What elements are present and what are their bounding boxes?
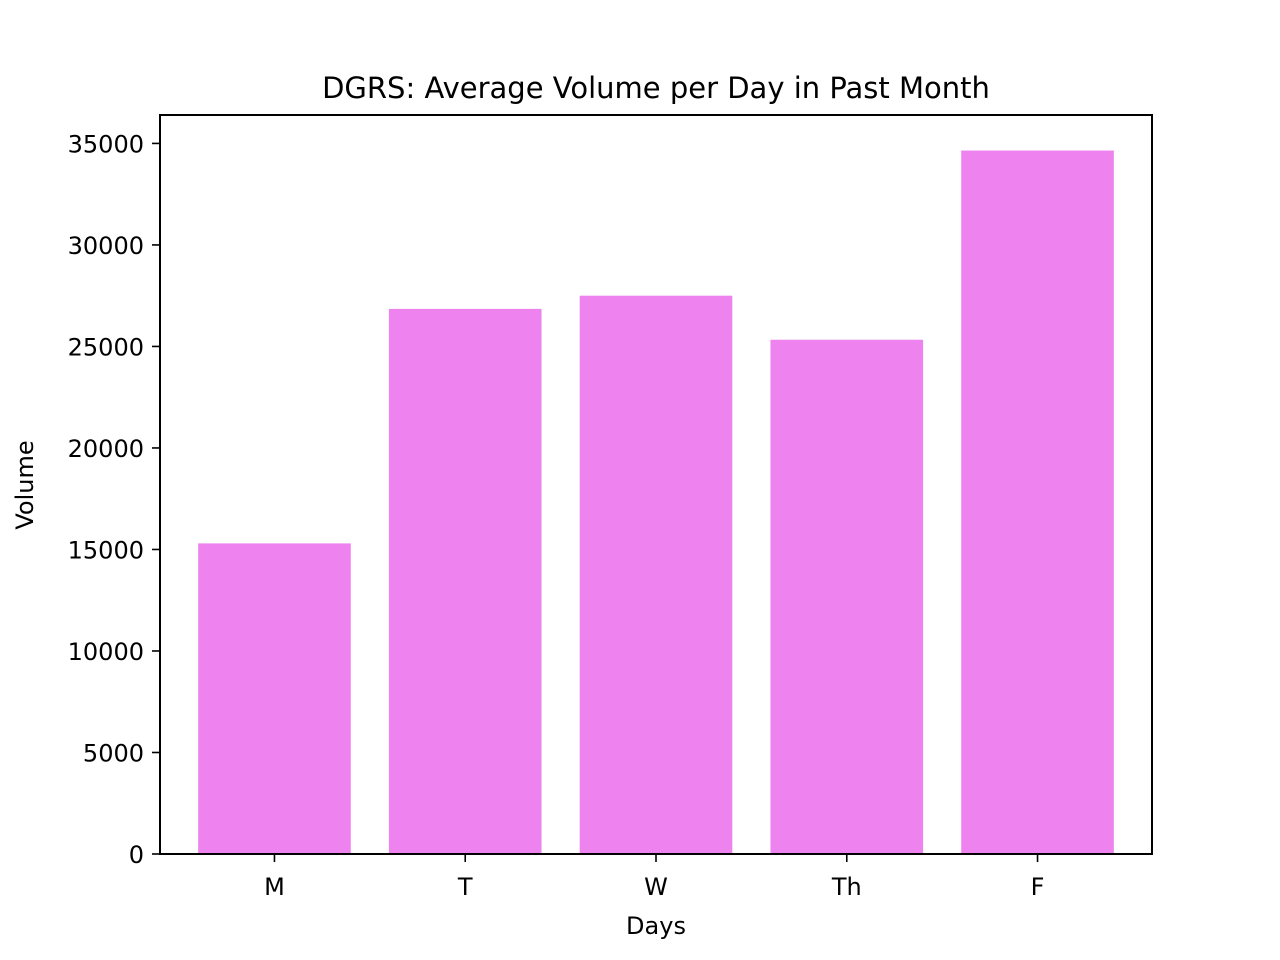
y-tick-label: 25000 (68, 333, 144, 361)
y-tick-label: 35000 (68, 130, 144, 158)
x-axis-ticks: M T W Th F (264, 854, 1044, 901)
bar-t (388, 308, 542, 854)
y-tick-label: 20000 (68, 435, 144, 463)
x-tick-label: W (644, 873, 668, 901)
y-tick-label: 5000 (83, 739, 144, 767)
y-axis-label: Volume (11, 440, 39, 529)
x-tick-label: Th (831, 873, 862, 901)
y-tick-label: 30000 (68, 232, 144, 260)
x-tick-label: T (457, 873, 473, 901)
bar-th (770, 339, 924, 854)
x-tick-label: F (1031, 873, 1045, 901)
y-tick-label: 0 (129, 841, 144, 869)
bar-m (198, 543, 351, 854)
x-tick-label: M (264, 873, 285, 901)
x-axis-label: Days (626, 912, 686, 940)
bars-group (198, 150, 1114, 855)
plot-area-frame (159, 114, 1153, 855)
y-axis-ticks: 0 5000 10000 15000 20000 25000 30000 35000 (68, 130, 160, 869)
y-tick-label: 15000 (68, 536, 144, 564)
chart-title: DGRS: Average Volume per Day in Past Mon… (322, 71, 990, 105)
y-tick-label: 10000 (68, 638, 144, 666)
bar-f (961, 150, 1114, 855)
bar-w (579, 295, 733, 854)
